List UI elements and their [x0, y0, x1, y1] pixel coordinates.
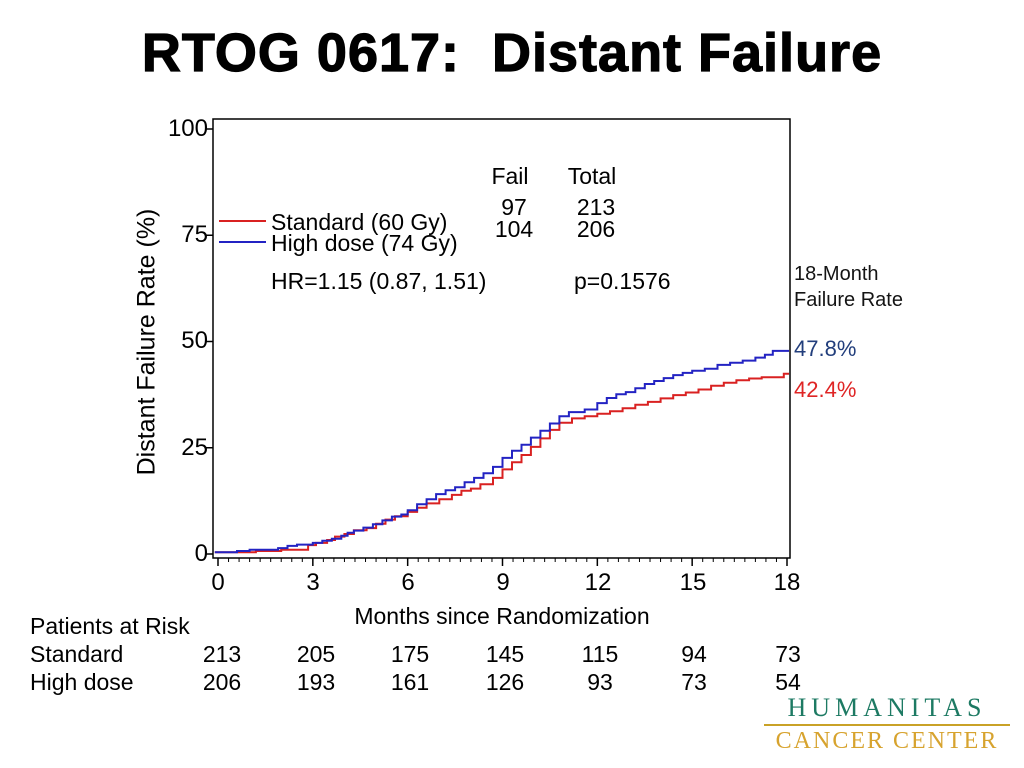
logo-divider	[764, 724, 1010, 726]
y-tick-100: 100	[167, 115, 208, 142]
x-tick-3: 3	[306, 569, 320, 596]
x-tick-15: 15	[679, 569, 707, 596]
risk-high-dose-m6: 161	[390, 669, 430, 695]
risk-standard-m6: 175	[390, 641, 430, 667]
y-tick-25: 25	[181, 434, 208, 461]
y-axis-title: Distant Failure Rate (%)	[132, 208, 161, 476]
p-value-text: p=0.1576	[574, 268, 671, 294]
humanitas-logo: HUMANITAS CANCER CENTER	[762, 693, 1012, 755]
risk-high-dose-m0: 206	[202, 669, 242, 695]
risk-standard-m3: 205	[296, 641, 336, 667]
annotation-high-dose-rate: 47.8%	[794, 336, 857, 361]
total-high-dose: 206	[576, 216, 616, 242]
risk-standard-m0: 213	[202, 641, 242, 667]
risk-high-dose-m3: 193	[296, 669, 336, 695]
x-tick-0: 0	[211, 569, 225, 596]
page-title: RTOG 0617: Distant Failure	[141, 22, 883, 83]
logo-line2: CANCER CENTER	[775, 728, 999, 754]
x-tick-9: 9	[496, 569, 510, 596]
x-tick-6: 6	[401, 569, 415, 596]
annotation-title-line2: Failure Rate	[794, 289, 903, 311]
annotation-title-line1: 18-Month	[794, 263, 879, 285]
legend-label-standard: Standard (60 Gy)	[271, 209, 448, 235]
x-tick-12: 12	[584, 569, 612, 596]
risk-table-title: Patients at Risk	[30, 613, 190, 639]
risk-standard-m18: 73	[775, 641, 801, 667]
fail-header: Fail	[491, 163, 529, 189]
legend-line-standard	[219, 220, 266, 222]
km-curve-plot	[206, 118, 791, 566]
x-tick-18: 18	[773, 569, 801, 596]
legend-line-high-dose	[219, 241, 266, 243]
risk-standard-m9: 145	[485, 641, 525, 667]
legend-label-high-dose: High dose (74 Gy)	[271, 230, 458, 256]
fail-high-dose: 104	[494, 216, 534, 242]
fail-standard: 97	[501, 194, 527, 220]
y-tick-0: 0	[194, 540, 208, 567]
risk-row-label-high-dose: High dose	[30, 669, 134, 695]
x-axis-title: Months since Randomization	[354, 603, 650, 629]
total-header: Total	[567, 163, 617, 189]
logo-line1: HUMANITAS	[787, 693, 987, 722]
annotation-title: 18-Month Failure Rate	[794, 261, 903, 313]
total-standard: 213	[576, 194, 616, 220]
risk-standard-m12: 115	[581, 641, 619, 667]
y-tick-50: 50	[181, 327, 208, 354]
annotation-standard-rate: 42.4%	[794, 377, 857, 402]
risk-high-dose-m15: 73	[681, 669, 707, 695]
y-tick-75: 75	[181, 221, 208, 248]
risk-row-label-standard: Standard	[30, 641, 124, 667]
risk-high-dose-m18: 54	[775, 669, 801, 695]
hazard-ratio-text: HR=1.15 (0.87, 1.51)	[271, 268, 487, 294]
risk-high-dose-m9: 126	[485, 669, 525, 695]
risk-standard-m15: 94	[681, 641, 707, 667]
risk-high-dose-m12: 93	[587, 669, 613, 695]
